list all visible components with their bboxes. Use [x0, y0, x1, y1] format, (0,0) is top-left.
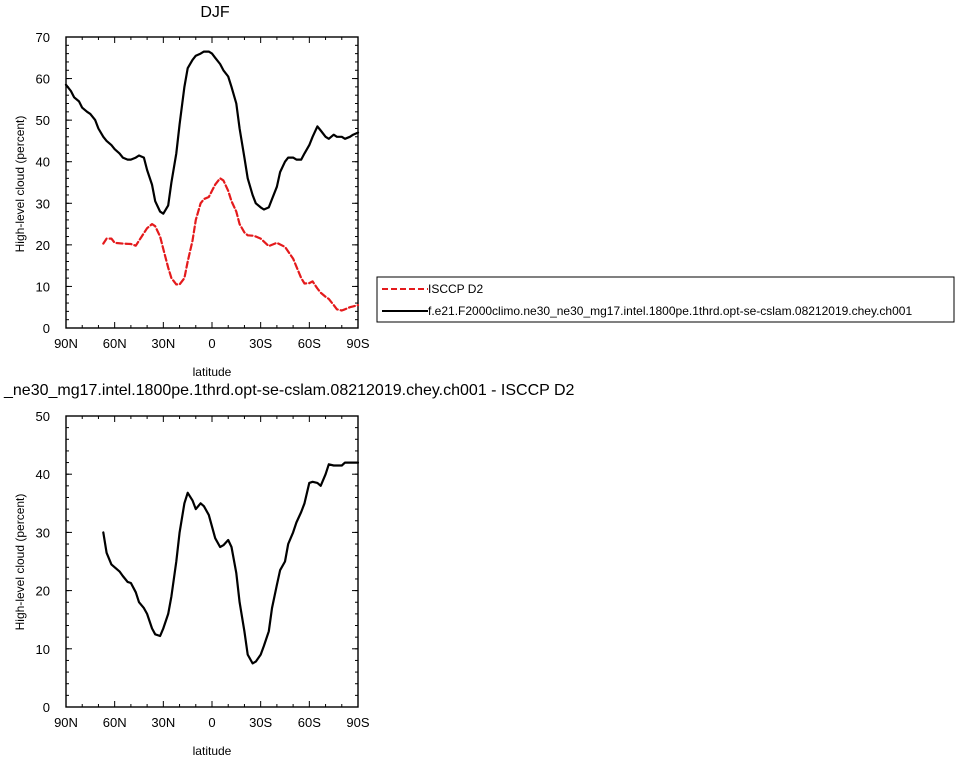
top-x-axis-label: latitude: [193, 365, 232, 379]
bottom-y-tick-label: 0: [43, 700, 50, 715]
bottom-y-axis-label: High-level cloud (percent): [13, 494, 27, 631]
legend: ISCCP D2 f.e21.F2000climo.ne30_ne30_mg17…: [376, 276, 955, 323]
top-y-tick-label: 10: [36, 279, 50, 294]
top-x-tick-label: 90S: [346, 336, 369, 351]
legend-label-isccp: ISCCP D2: [428, 282, 483, 296]
top-series-line-1: [102, 177, 360, 312]
bottom-series-lines: [102, 461, 360, 665]
legend-label-model: f.e21.F2000climo.ne30_ne30_mg17.intel.18…: [428, 304, 912, 318]
top-y-tick-label: 50: [36, 113, 50, 128]
bottom-axis-ticks: 90N 60N 30N 0 30S 60S 90S 0 10 20 30 40 50: [36, 409, 370, 730]
top-y-tick-label: 70: [36, 30, 50, 45]
bottom-x-tick-label: 90N: [54, 715, 78, 730]
bottom-x-tick-label: 30S: [249, 715, 272, 730]
top-x-tick-label: 60N: [103, 336, 127, 351]
top-x-tick-label: 30N: [151, 336, 175, 351]
top-x-tick-label: 0: [208, 336, 215, 351]
top-plot-frame: [65, 36, 359, 329]
top-x-tick-label: 30S: [249, 336, 272, 351]
bottom-panel: _ne30_mg17.intel.1800pe.1thrd.opt-se-csl…: [3, 382, 575, 758]
top-y-tick-label: 20: [36, 238, 50, 253]
bottom-chart-title: _ne30_mg17.intel.1800pe.1thrd.opt-se-csl…: [3, 382, 575, 399]
bottom-series-line-1: [102, 461, 360, 665]
bottom-y-tick-label: 30: [36, 525, 50, 540]
bottom-x-tick-label: 30N: [151, 715, 175, 730]
top-y-tick-label: 60: [36, 72, 50, 87]
top-y-tick-label: 30: [36, 196, 50, 211]
bottom-y-tick-label: 20: [36, 584, 50, 599]
top-series-lines: [64, 50, 360, 312]
bottom-y-tick-label: 50: [36, 409, 50, 424]
bottom-y-tick-label: 40: [36, 467, 50, 482]
top-chart-title: DJF: [200, 4, 230, 21]
bottom-y-tick-label: 10: [36, 642, 50, 657]
top-axis-ticks: 90N 60N 30N 0 30S 60S 90S 0 10 20 30 40 50 60 70: [36, 30, 370, 351]
bottom-x-tick-label: 60S: [298, 715, 321, 730]
bottom-x-tick-label: 0: [208, 715, 215, 730]
bottom-x-tick-label: 90S: [346, 715, 369, 730]
legend-box: [376, 276, 955, 323]
top-y-axis-label: High-level cloud (percent): [13, 116, 27, 253]
top-y-tick-label: 0: [43, 321, 50, 336]
top-panel: DJF 90N 60N 30N 0 30S 60S 90S 0 10 20 30 40 50 60 70 l…: [13, 4, 370, 379]
top-x-tick-label: 60S: [298, 336, 321, 351]
top-y-tick-label: 40: [36, 155, 50, 170]
top-x-tick-label: 90N: [54, 336, 78, 351]
bottom-x-tick-label: 60N: [103, 715, 127, 730]
top-series-line-2: [64, 50, 360, 215]
bottom-x-axis-label: latitude: [193, 744, 232, 758]
